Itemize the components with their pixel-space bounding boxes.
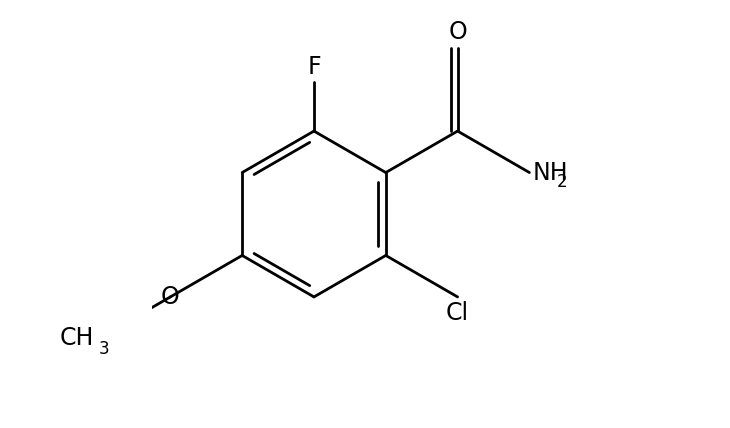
Text: 2: 2 — [556, 173, 567, 191]
Text: O: O — [161, 285, 180, 309]
Text: Cl: Cl — [446, 301, 469, 325]
Text: 3: 3 — [99, 339, 110, 357]
Text: CH: CH — [60, 327, 94, 351]
Text: NH: NH — [533, 160, 569, 184]
Text: F: F — [307, 55, 320, 79]
Text: O: O — [448, 20, 467, 44]
